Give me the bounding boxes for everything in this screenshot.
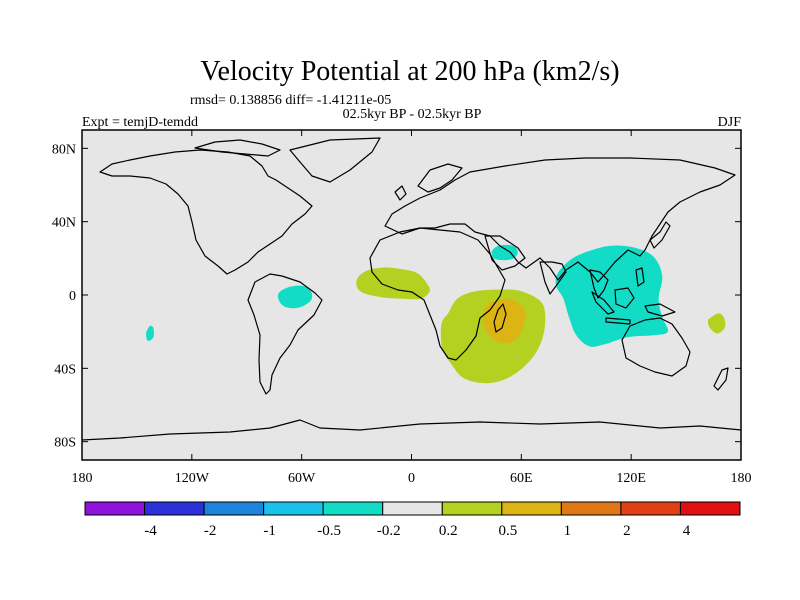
colorbar-swatch [382,501,443,516]
x-axis: 180 120W 60W 0 60E 120E 180 [72,130,752,486]
coastline-philippines [635,267,645,287]
x-tick-label: 60W [288,471,316,486]
x-tick-label: 120E [616,471,646,486]
coastline-java [605,317,631,325]
coastline-arabia [484,235,526,271]
colorbar-tick-label: 4 [683,523,691,539]
coastline-indochina [589,269,609,299]
colorbar-swatch [679,501,741,516]
coastline-canada-islands [194,139,281,157]
colorbar-swatch [144,501,205,516]
coastline-madagascar [493,303,507,333]
coastline-new-zealand [713,367,729,391]
x-tick-label: 0 [408,471,415,486]
coastline-south-america [247,273,323,395]
coastline-greenland [289,137,381,183]
colorbar-swatch [441,501,503,516]
coastline-new-guinea [644,303,676,317]
x-tick-label: 60E [510,471,533,486]
y-tick-label: 0 [69,289,76,304]
x-tick-label: 180 [731,471,752,486]
season-label: DJF [718,115,742,130]
colorbar-swatch [203,501,265,516]
colorbar-tick-label: -0.5 [317,523,341,539]
colorbar-tick-label: 1 [564,523,572,539]
coastline-japan [649,221,671,249]
colorbar-tick-label: 0.2 [439,523,458,539]
experiment-label: Expt = temjD-temdd [82,115,198,130]
map-panel: 180 120W 60W 0 60E 120E 180 80N 40N 0 40S 80S [52,129,752,486]
colorbar-swatch [322,501,384,516]
x-tick-label: 120W [175,471,210,486]
coastline-eurasia [384,157,736,283]
colorbar-tick-label: -4 [144,523,157,539]
colorbar-tick-label: -2 [204,523,217,539]
coastline-india [539,261,567,295]
period-label: 02.5kyr BP - 02.5kyr BP [343,107,482,122]
coastline-scandinavia [417,163,463,193]
coastline-australia [621,317,691,377]
colorbar-swatch [620,501,681,516]
y-axis: 80N 40N 0 40S 80S [52,142,741,451]
colorbar-tick-label: -0.2 [377,523,401,539]
colorbar-swatch [501,501,562,516]
stats-label: rmsd= 0.138856 diff= -1.41211e-05 [190,93,391,108]
colorbar-swatch [560,501,622,516]
region-southwest-pacific [707,313,726,334]
coastline-africa [369,227,506,361]
y-tick-label: 40N [52,216,76,231]
y-tick-label: 80S [54,436,76,451]
region-south-pacific-small [146,325,154,341]
chart-title: Velocity Potential at 200 hPa (km2/s) [200,56,619,87]
y-tick-label: 40S [54,362,76,377]
coastline-sumatra [591,291,615,315]
coastline-borneo [614,287,635,309]
coastline-british-isles [394,185,407,201]
coastline-antarctica [81,419,742,441]
colorbar: -4 -2 -1 -0.5 -0.2 0.2 0.5 1 2 4 [84,501,741,539]
region-arabia [491,244,518,261]
y-tick-label: 80N [52,142,76,157]
coastlines [81,137,742,441]
colorbar-tick-label: 2 [623,523,631,539]
colorbar-swatch [263,501,324,516]
x-tick-label: 180 [72,471,93,486]
colorbar-swatch [84,501,146,516]
colorbar-tick-label: -1 [263,523,276,539]
colorbar-tick-label: 0.5 [498,523,517,539]
region-amazon [277,285,313,309]
